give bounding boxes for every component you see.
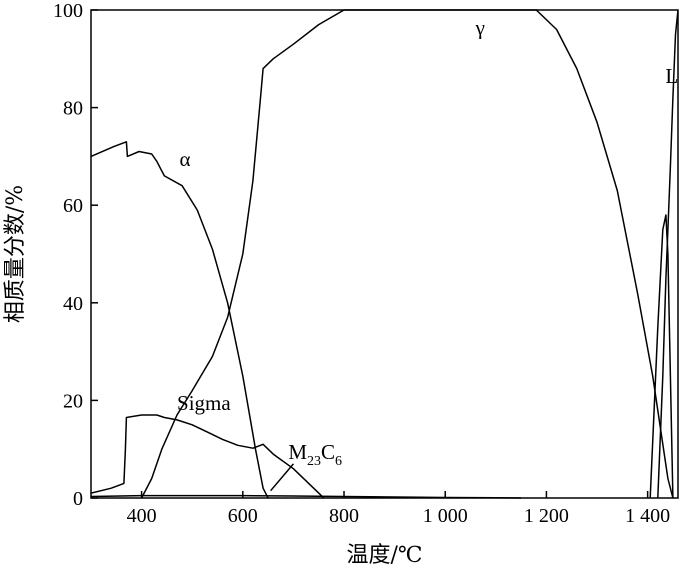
series-label: α	[180, 147, 191, 171]
series-line-5	[649, 214, 674, 499]
series-label: γ	[475, 15, 485, 39]
series-line-3	[91, 414, 325, 499]
series-line-1	[140, 9, 674, 499]
y-tick-label: 40	[63, 293, 83, 315]
y-tick-label: 20	[63, 390, 83, 412]
series-line-2	[657, 9, 678, 499]
x-tick-label: 600	[228, 505, 258, 527]
y-tick-label: 0	[73, 488, 83, 510]
series-label: L	[665, 64, 678, 88]
y-tick-label: 60	[63, 195, 83, 217]
x-tick-label: 1 000	[423, 505, 468, 527]
x-tick-label: 800	[329, 505, 359, 527]
series-line-0	[91, 141, 269, 499]
y-tick-label: 100	[53, 0, 83, 22]
y-axis-title: 相质量分数/%	[3, 185, 28, 323]
phase-labels: α γ L Sigma M23C6	[177, 15, 678, 492]
y-tick-label: 80	[63, 98, 83, 120]
x-axis-title: 温度/℃	[346, 543, 422, 568]
label-leader-line	[270, 463, 294, 492]
x-tick-label: 1 400	[625, 505, 670, 527]
axis-ticks: 400 600 800 1 000 1 200 1 400 0 20 40 60 80 100	[53, 0, 670, 527]
series-layer	[91, 9, 678, 499]
x-tick-label: 400	[127, 505, 157, 527]
plot-frame	[90, 9, 679, 499]
series-label: Sigma	[177, 391, 231, 415]
series-label: M23C6	[288, 440, 342, 469]
x-tick-label: 1 200	[524, 505, 569, 527]
